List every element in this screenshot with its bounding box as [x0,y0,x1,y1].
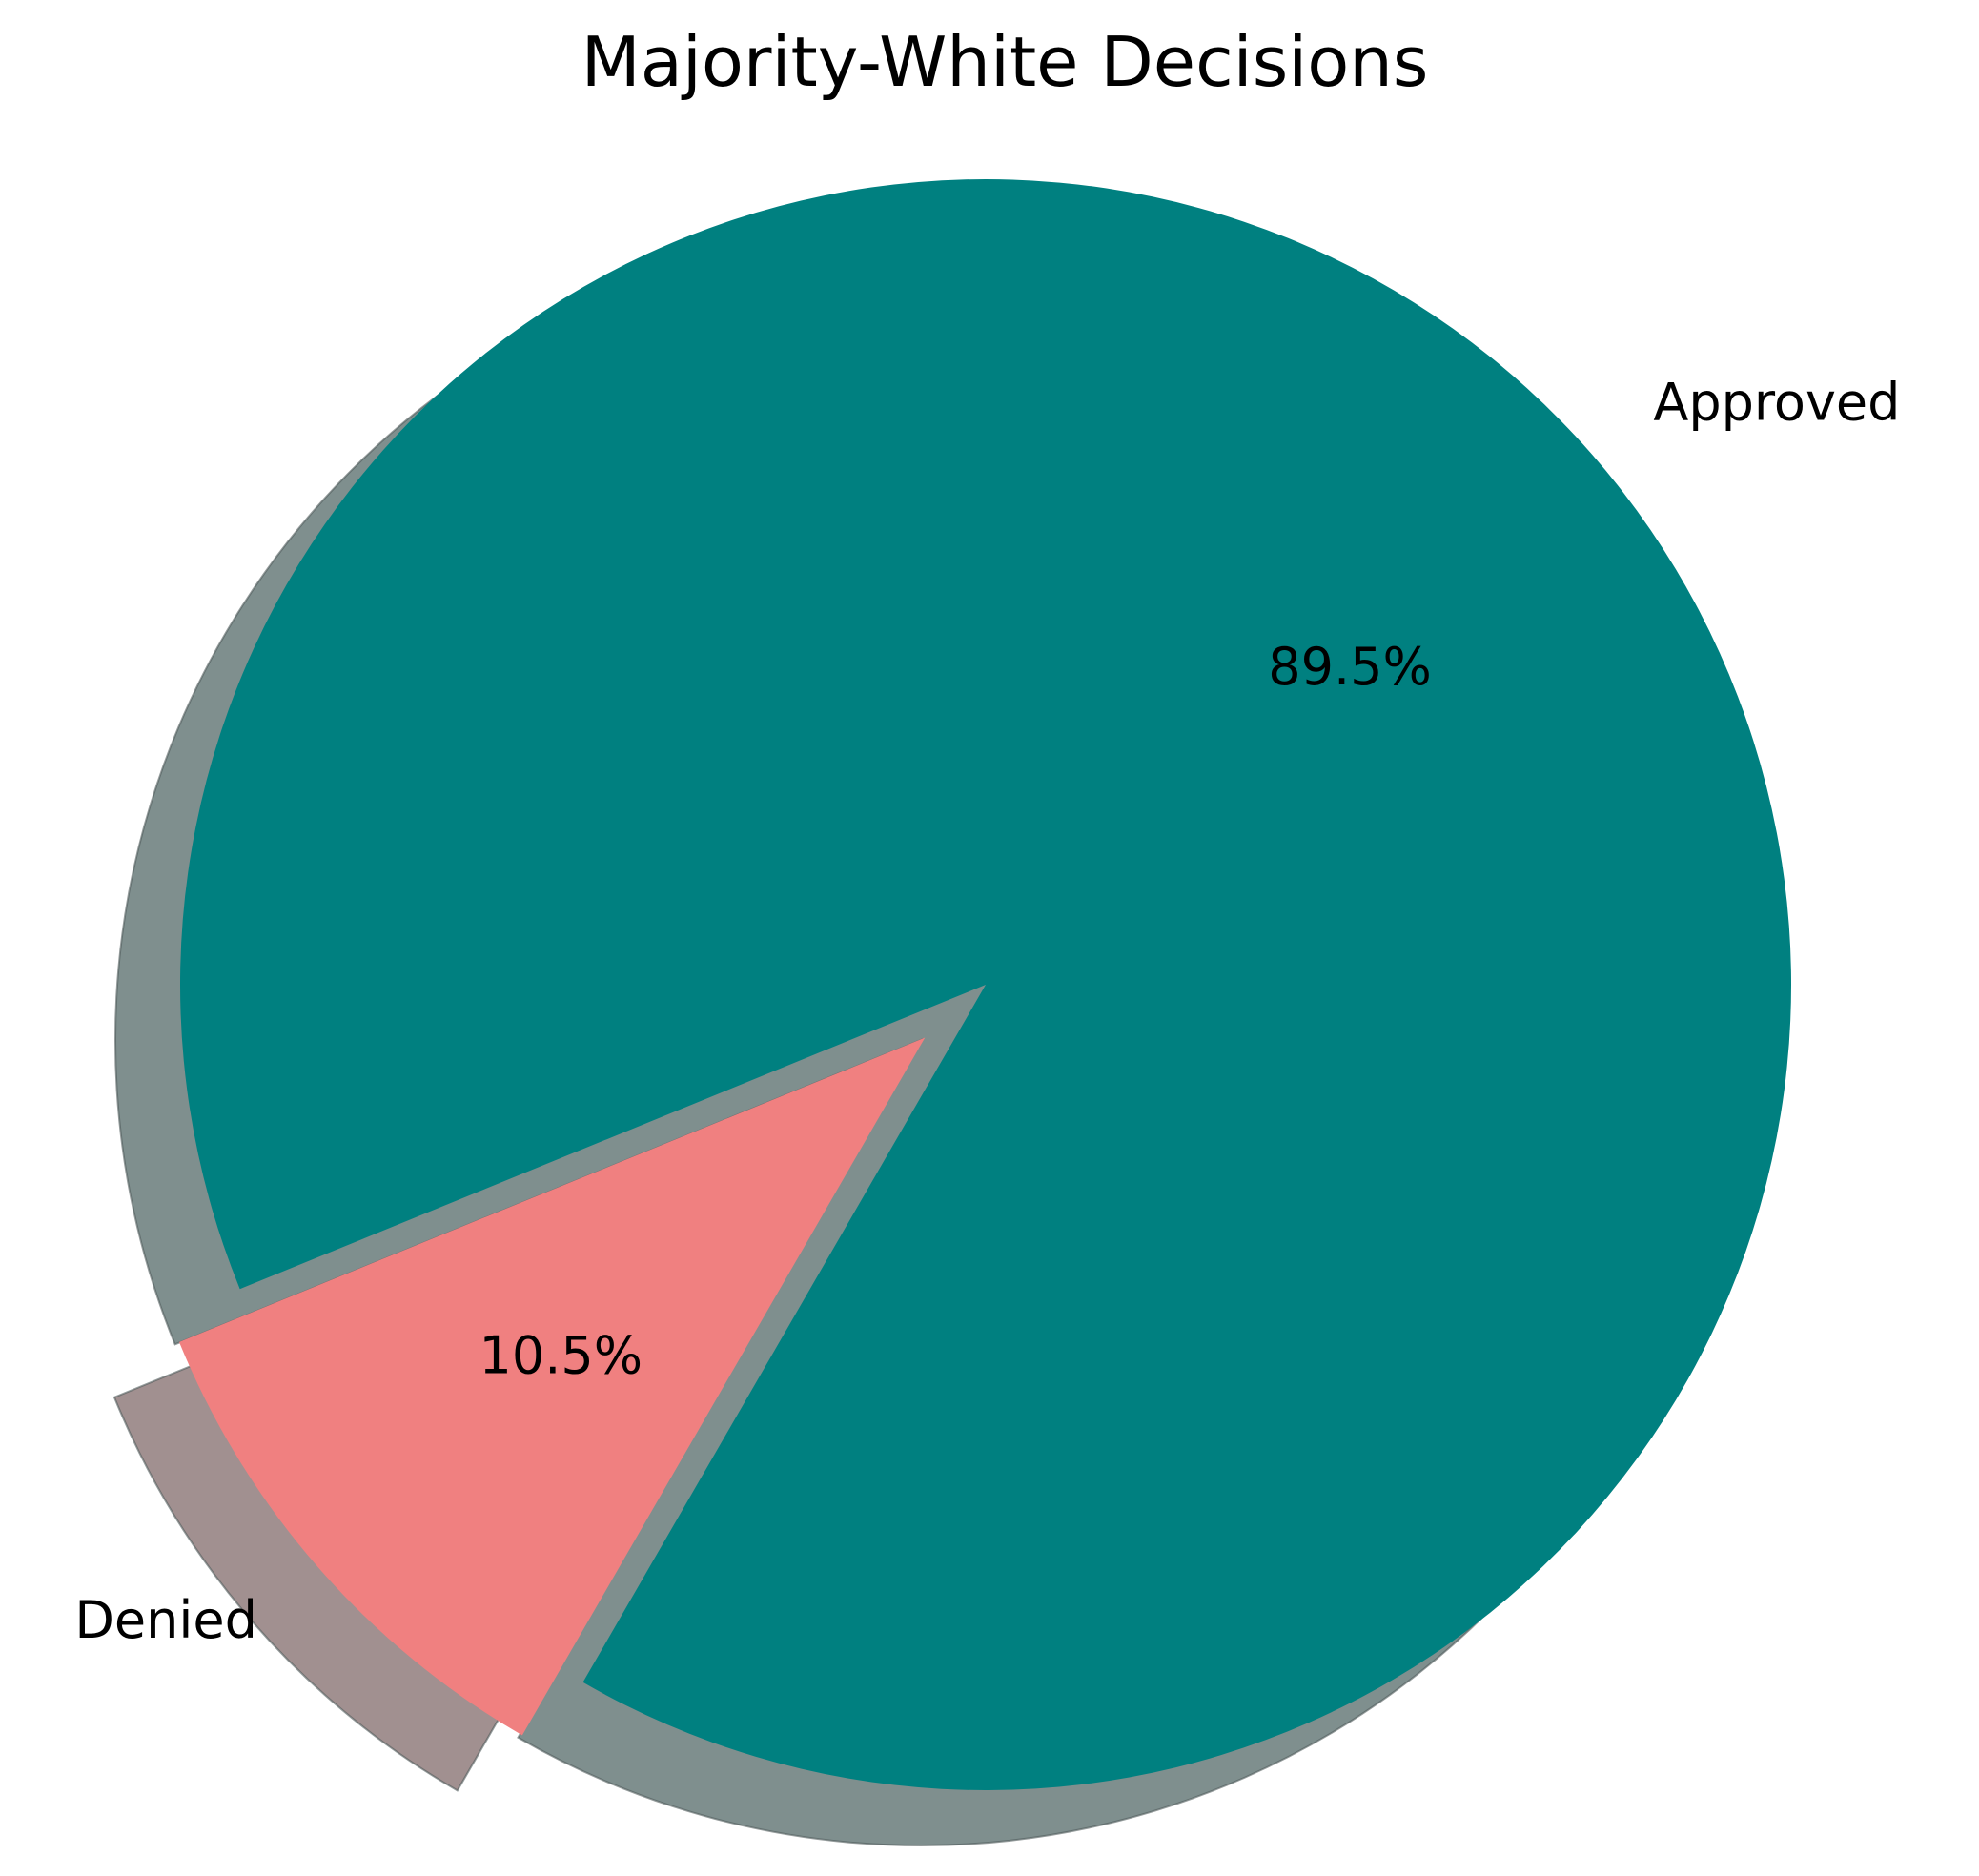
slice-label-approved: Approved [1653,372,1900,432]
slice-label-denied: Denied [74,1590,257,1650]
pie-slices [178,179,1791,1791]
chart-title: Majority-White Decisions [581,22,1429,102]
pct-label-approved: 89.5% [1268,637,1432,697]
slice-denied [178,1037,926,1736]
pct-label-denied: 10.5% [479,1325,643,1385]
pie-labels: Approved 89.5% Denied 10.5% [74,372,1900,1650]
slice-approved [179,179,1791,1791]
